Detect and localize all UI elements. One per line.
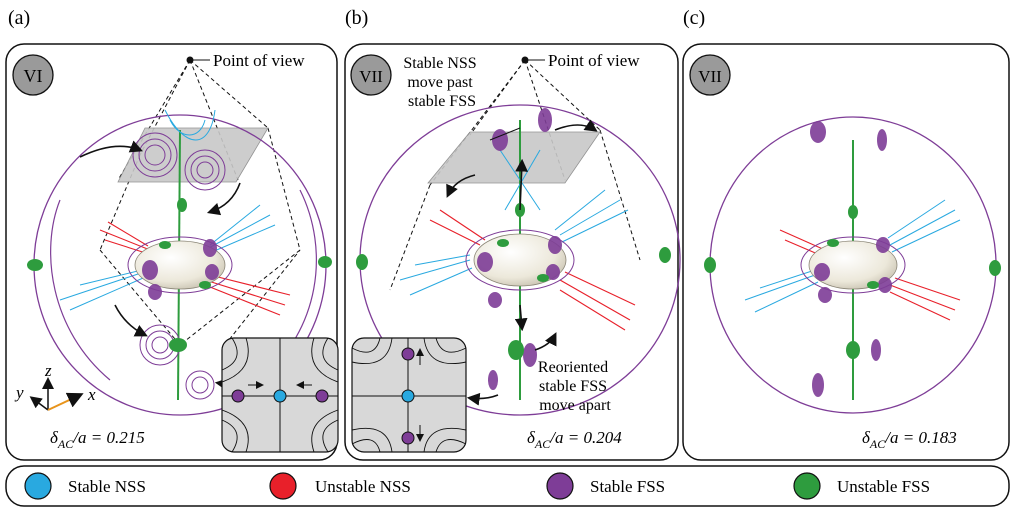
legend-label-stable-fss: Stable FSS [590,477,665,496]
panel-b: VII Stable NSS move past stable FSS Poin… [344,43,681,461]
note-top-b: Stable NSS move past stable FSS [403,55,480,110]
regime-badge-c [689,54,731,96]
legend: Stable NSS Unstable NSS Stable FSS Unsta… [5,465,1010,507]
panel-a: VI Point of view [5,43,339,461]
regime-label-c: VII [698,67,722,86]
delta-label-a: δAC/a = 0.215 [50,428,145,451]
axes-triad: z y x [14,361,96,411]
axis-z-label: z [44,361,52,380]
legend-item-unstable-fss: Unstable FSS [793,472,930,500]
legend-swatch-stable-nss [24,472,52,500]
delta-label-b: δAC/a = 0.204 [527,428,622,451]
legend-swatch-unstable-fss [793,472,821,500]
pov-label-a: Point of view [213,51,305,70]
panel-c: VII δAC/a = 0.183 [682,43,1010,461]
panel-c-letter: (c) [683,7,705,29]
legend-label-unstable-fss: Unstable FSS [837,477,930,496]
panel-b-letter: (b) [345,7,368,29]
pov-label-b: Point of view [548,51,640,70]
axis-x-label: x [87,385,96,404]
legend-item-unstable-nss: Unstable NSS [269,472,411,500]
inset-a [221,337,339,453]
legend-swatch-stable-fss [546,472,574,500]
regime-label-b: VII [359,67,383,86]
regime-badge-a [12,54,54,96]
legend-label-stable-nss: Stable NSS [68,477,146,496]
regime-label-a: VI [24,66,43,86]
regime-badge-b [350,54,392,96]
legend-item-stable-nss: Stable NSS [24,472,146,500]
legend-item-stable-fss: Stable FSS [546,472,665,500]
note-bottom-b: Reoriented stable FSS move apart [538,359,612,414]
axis-y-label: y [14,383,24,402]
delta-label-c: δAC/a = 0.183 [862,428,957,451]
inset-b [351,337,467,453]
legend-label-unstable-nss: Unstable NSS [315,477,411,496]
panel-a-letter: (a) [8,7,30,29]
legend-swatch-unstable-nss [269,472,297,500]
